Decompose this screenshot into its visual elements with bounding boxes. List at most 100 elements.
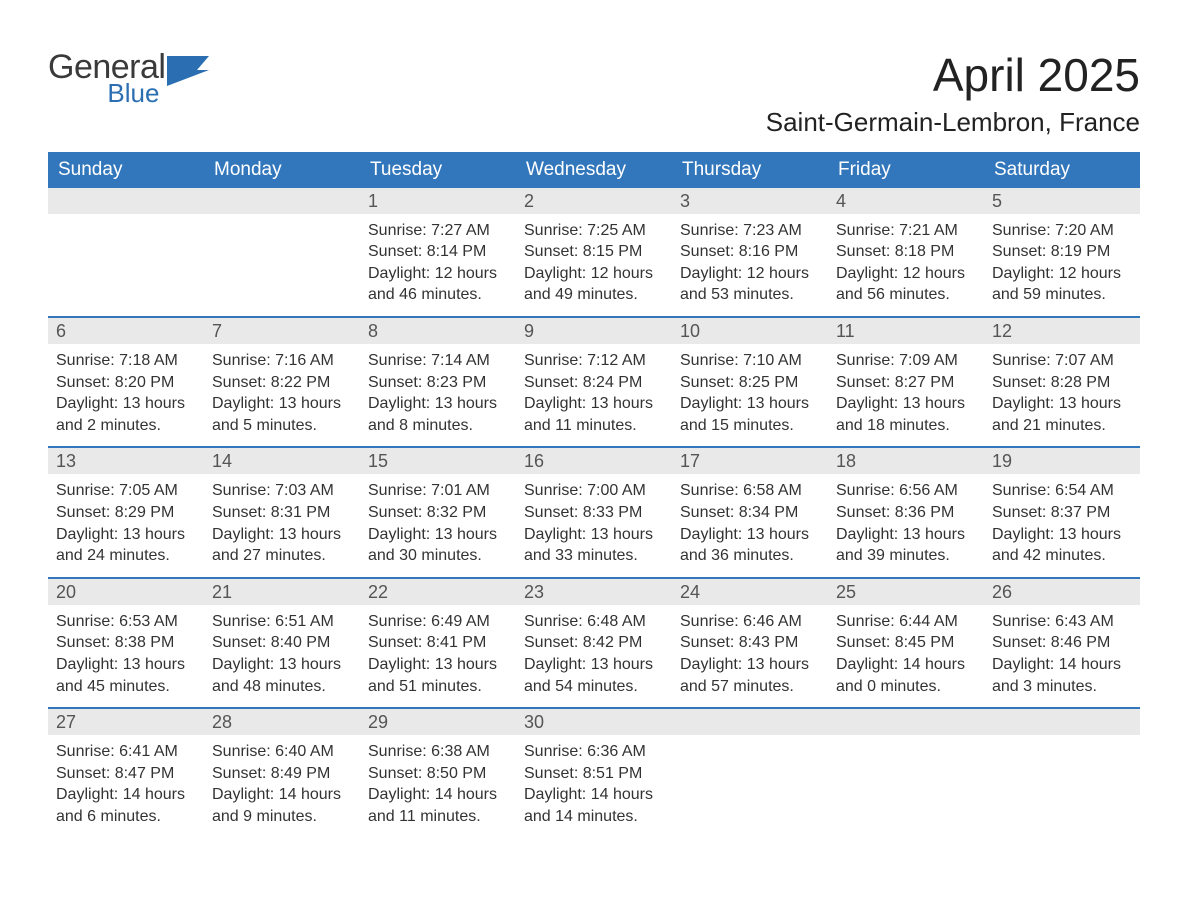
calendar-grid: SundayMondayTuesdayWednesdayThursdayFrid… <box>48 152 1140 838</box>
day-body: Sunrise: 7:20 AMSunset: 8:19 PMDaylight:… <box>984 214 1140 316</box>
day-number: 26 <box>984 579 1140 605</box>
day-number: 17 <box>672 448 828 474</box>
calendar-week-row: 6Sunrise: 7:18 AMSunset: 8:20 PMDaylight… <box>48 316 1140 446</box>
sunset-text: Sunset: 8:28 PM <box>992 372 1132 394</box>
sunrise-text: Sunrise: 6:56 AM <box>836 480 976 502</box>
day-body <box>984 735 1140 751</box>
day-body: Sunrise: 6:48 AMSunset: 8:42 PMDaylight:… <box>516 605 672 707</box>
weekday-header-cell: Tuesday <box>360 152 516 188</box>
sunrise-text: Sunrise: 7:05 AM <box>56 480 196 502</box>
daylight-text: Daylight: 13 hours and 33 minutes. <box>524 524 664 567</box>
day-number: 11 <box>828 318 984 344</box>
calendar-day-cell: 25Sunrise: 6:44 AMSunset: 8:45 PMDayligh… <box>828 579 984 707</box>
day-body <box>204 214 360 230</box>
sunrise-text: Sunrise: 7:27 AM <box>368 220 508 242</box>
sunset-text: Sunset: 8:20 PM <box>56 372 196 394</box>
sunrise-text: Sunrise: 7:21 AM <box>836 220 976 242</box>
day-body <box>48 214 204 230</box>
title-block: April 2025 Saint-Germain-Lembron, France <box>766 50 1140 138</box>
calendar-day-cell: 3Sunrise: 7:23 AMSunset: 8:16 PMDaylight… <box>672 188 828 316</box>
sunrise-text: Sunrise: 7:07 AM <box>992 350 1132 372</box>
sunset-text: Sunset: 8:19 PM <box>992 241 1132 263</box>
day-number: 15 <box>360 448 516 474</box>
sunset-text: Sunset: 8:14 PM <box>368 241 508 263</box>
day-body: Sunrise: 7:10 AMSunset: 8:25 PMDaylight:… <box>672 344 828 446</box>
calendar-day-cell: 30Sunrise: 6:36 AMSunset: 8:51 PMDayligh… <box>516 709 672 837</box>
day-number: 10 <box>672 318 828 344</box>
sunrise-text: Sunrise: 7:23 AM <box>680 220 820 242</box>
sunset-text: Sunset: 8:18 PM <box>836 241 976 263</box>
calendar-day-cell: 20Sunrise: 6:53 AMSunset: 8:38 PMDayligh… <box>48 579 204 707</box>
sunrise-text: Sunrise: 7:09 AM <box>836 350 976 372</box>
sunrise-text: Sunrise: 6:41 AM <box>56 741 196 763</box>
sunrise-text: Sunrise: 6:58 AM <box>680 480 820 502</box>
weekday-header-cell: Monday <box>204 152 360 188</box>
sunset-text: Sunset: 8:16 PM <box>680 241 820 263</box>
sunrise-text: Sunrise: 6:40 AM <box>212 741 352 763</box>
sunrise-text: Sunrise: 6:54 AM <box>992 480 1132 502</box>
calendar-day-cell: 28Sunrise: 6:40 AMSunset: 8:49 PMDayligh… <box>204 709 360 837</box>
sunrise-text: Sunrise: 6:43 AM <box>992 611 1132 633</box>
calendar-day-cell: 13Sunrise: 7:05 AMSunset: 8:29 PMDayligh… <box>48 448 204 576</box>
daylight-text: Daylight: 13 hours and 39 minutes. <box>836 524 976 567</box>
day-body: Sunrise: 6:49 AMSunset: 8:41 PMDaylight:… <box>360 605 516 707</box>
daylight-text: Daylight: 12 hours and 56 minutes. <box>836 263 976 306</box>
sunset-text: Sunset: 8:34 PM <box>680 502 820 524</box>
day-body: Sunrise: 7:18 AMSunset: 8:20 PMDaylight:… <box>48 344 204 446</box>
day-body: Sunrise: 7:12 AMSunset: 8:24 PMDaylight:… <box>516 344 672 446</box>
month-title: April 2025 <box>766 50 1140 101</box>
calendar-week-row: 20Sunrise: 6:53 AMSunset: 8:38 PMDayligh… <box>48 577 1140 707</box>
calendar-day-cell: 9Sunrise: 7:12 AMSunset: 8:24 PMDaylight… <box>516 318 672 446</box>
daylight-text: Daylight: 13 hours and 27 minutes. <box>212 524 352 567</box>
calendar-day-cell: 2Sunrise: 7:25 AMSunset: 8:15 PMDaylight… <box>516 188 672 316</box>
sunrise-text: Sunrise: 7:10 AM <box>680 350 820 372</box>
day-number: 20 <box>48 579 204 605</box>
daylight-text: Daylight: 14 hours and 14 minutes. <box>524 784 664 827</box>
calendar-day-cell: 7Sunrise: 7:16 AMSunset: 8:22 PMDaylight… <box>204 318 360 446</box>
day-body: Sunrise: 6:51 AMSunset: 8:40 PMDaylight:… <box>204 605 360 707</box>
calendar-page: General Blue April 2025 Saint-Germain-Le… <box>0 0 1188 887</box>
day-number <box>672 709 828 735</box>
calendar-day-cell: 4Sunrise: 7:21 AMSunset: 8:18 PMDaylight… <box>828 188 984 316</box>
page-header: General Blue April 2025 Saint-Germain-Le… <box>48 50 1140 138</box>
sunrise-text: Sunrise: 6:38 AM <box>368 741 508 763</box>
day-body: Sunrise: 7:01 AMSunset: 8:32 PMDaylight:… <box>360 474 516 576</box>
daylight-text: Daylight: 12 hours and 49 minutes. <box>524 263 664 306</box>
calendar-day-cell: 1Sunrise: 7:27 AMSunset: 8:14 PMDaylight… <box>360 188 516 316</box>
daylight-text: Daylight: 13 hours and 5 minutes. <box>212 393 352 436</box>
day-body: Sunrise: 7:05 AMSunset: 8:29 PMDaylight:… <box>48 474 204 576</box>
day-number <box>48 188 204 214</box>
daylight-text: Daylight: 13 hours and 45 minutes. <box>56 654 196 697</box>
day-number: 30 <box>516 709 672 735</box>
calendar-day-cell: 10Sunrise: 7:10 AMSunset: 8:25 PMDayligh… <box>672 318 828 446</box>
day-body: Sunrise: 7:25 AMSunset: 8:15 PMDaylight:… <box>516 214 672 316</box>
calendar-day-cell <box>984 709 1140 837</box>
day-body: Sunrise: 6:53 AMSunset: 8:38 PMDaylight:… <box>48 605 204 707</box>
day-number: 25 <box>828 579 984 605</box>
day-number: 16 <box>516 448 672 474</box>
brand-logo: General Blue <box>48 50 209 106</box>
day-number: 24 <box>672 579 828 605</box>
sunset-text: Sunset: 8:32 PM <box>368 502 508 524</box>
day-number: 23 <box>516 579 672 605</box>
sunset-text: Sunset: 8:41 PM <box>368 632 508 654</box>
daylight-text: Daylight: 13 hours and 57 minutes. <box>680 654 820 697</box>
daylight-text: Daylight: 13 hours and 18 minutes. <box>836 393 976 436</box>
sunset-text: Sunset: 8:36 PM <box>836 502 976 524</box>
calendar-day-cell: 5Sunrise: 7:20 AMSunset: 8:19 PMDaylight… <box>984 188 1140 316</box>
day-number <box>204 188 360 214</box>
calendar-day-cell: 6Sunrise: 7:18 AMSunset: 8:20 PMDaylight… <box>48 318 204 446</box>
daylight-text: Daylight: 14 hours and 6 minutes. <box>56 784 196 827</box>
calendar-day-cell <box>672 709 828 837</box>
daylight-text: Daylight: 14 hours and 0 minutes. <box>836 654 976 697</box>
sunrise-text: Sunrise: 6:44 AM <box>836 611 976 633</box>
day-body: Sunrise: 6:46 AMSunset: 8:43 PMDaylight:… <box>672 605 828 707</box>
calendar-day-cell: 17Sunrise: 6:58 AMSunset: 8:34 PMDayligh… <box>672 448 828 576</box>
day-number: 9 <box>516 318 672 344</box>
day-body: Sunrise: 6:58 AMSunset: 8:34 PMDaylight:… <box>672 474 828 576</box>
day-body: Sunrise: 7:00 AMSunset: 8:33 PMDaylight:… <box>516 474 672 576</box>
day-body: Sunrise: 6:54 AMSunset: 8:37 PMDaylight:… <box>984 474 1140 576</box>
day-number: 8 <box>360 318 516 344</box>
day-number: 29 <box>360 709 516 735</box>
day-body: Sunrise: 6:38 AMSunset: 8:50 PMDaylight:… <box>360 735 516 837</box>
